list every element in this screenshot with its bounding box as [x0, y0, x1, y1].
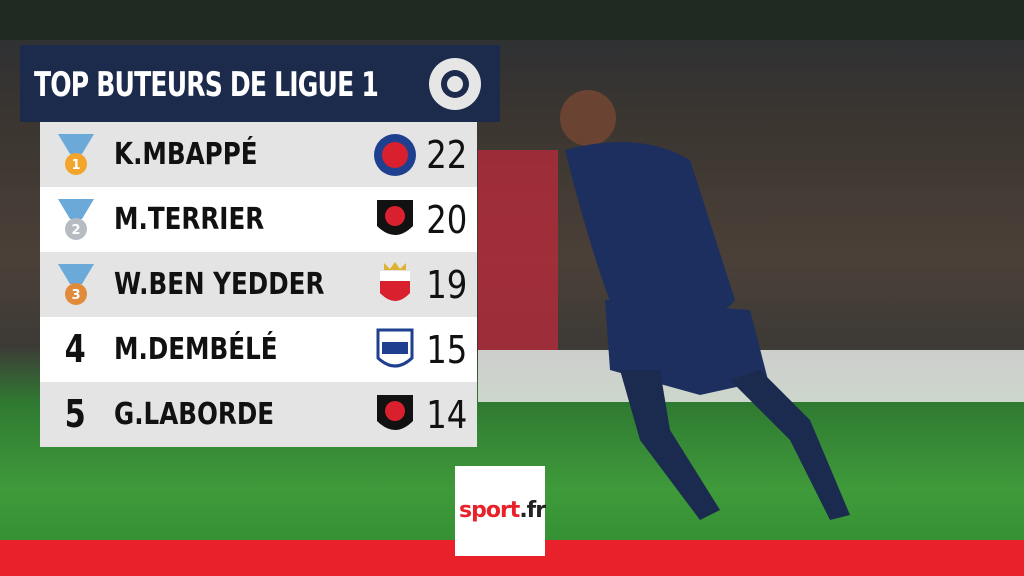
scorers-table: 1 K.MBAPPÉ 22 2 M.TERRIER 20 3 W.BEN YEDDER 19 4 M…: [40, 122, 477, 447]
medal: 3: [58, 264, 94, 305]
table-row: 2 M.TERRIER 20: [40, 187, 477, 252]
logo-suffix: .fr: [519, 498, 546, 523]
badge-shape: [382, 342, 408, 354]
logo-name: sport: [459, 498, 520, 523]
title-bar: TOP BUTEURS DE LIGUE 1: [20, 45, 500, 122]
table-row: 5 G.LABORDE 14: [40, 382, 477, 447]
player-name: G.LABORDE: [114, 397, 275, 432]
medal: 2: [58, 199, 94, 240]
medal-ribbon: [58, 134, 94, 154]
goals: 19: [425, 263, 467, 307]
medal-disc: [65, 218, 87, 240]
rank: 3: [71, 288, 80, 303]
badge-shape: [380, 271, 410, 281]
rank: 2: [71, 223, 80, 238]
top-banner: [0, 0, 1024, 40]
medal: 1: [58, 134, 94, 175]
badge-shape: [385, 401, 405, 421]
goals: 15: [425, 328, 467, 372]
club-badge: [374, 134, 416, 176]
medal-ribbon: [58, 264, 94, 284]
badge-shape: [384, 262, 406, 270]
site-logo: sport.fr: [455, 466, 546, 556]
rank: 1: [71, 158, 80, 173]
medal-ribbon: [58, 199, 94, 219]
medal-disc: [65, 153, 87, 175]
player-name: K.MBAPPÉ: [114, 137, 258, 172]
flag: [478, 150, 558, 350]
rank: 4: [64, 327, 86, 371]
table-row: 1 K.MBAPPÉ 22: [40, 122, 477, 187]
club-badge: [376, 328, 414, 368]
logo-text: sport.fr: [459, 498, 546, 523]
player-figure: [560, 90, 850, 520]
player-name: M.TERRIER: [114, 202, 265, 237]
club-badge: [377, 395, 413, 430]
table-row: 3 W.BEN YEDDER 19: [40, 252, 477, 317]
goals: 14: [425, 393, 467, 437]
ligue1-logo: [429, 58, 481, 110]
player-name: M.DEMBÉLÉ: [114, 332, 278, 367]
medal-disc: [65, 283, 87, 305]
title: TOP BUTEURS DE LIGUE 1: [34, 65, 379, 105]
goals: 22: [425, 133, 467, 177]
player-name: W.BEN YEDDER: [114, 267, 325, 302]
rank: 5: [64, 392, 86, 436]
club-badge: [377, 200, 413, 235]
badge-shape: [382, 142, 408, 168]
goals: 20: [425, 198, 467, 242]
badge-shape: [385, 206, 405, 226]
table-row: 4 M.DEMBÉLÉ 15: [40, 317, 477, 382]
club-badge: [380, 262, 410, 301]
